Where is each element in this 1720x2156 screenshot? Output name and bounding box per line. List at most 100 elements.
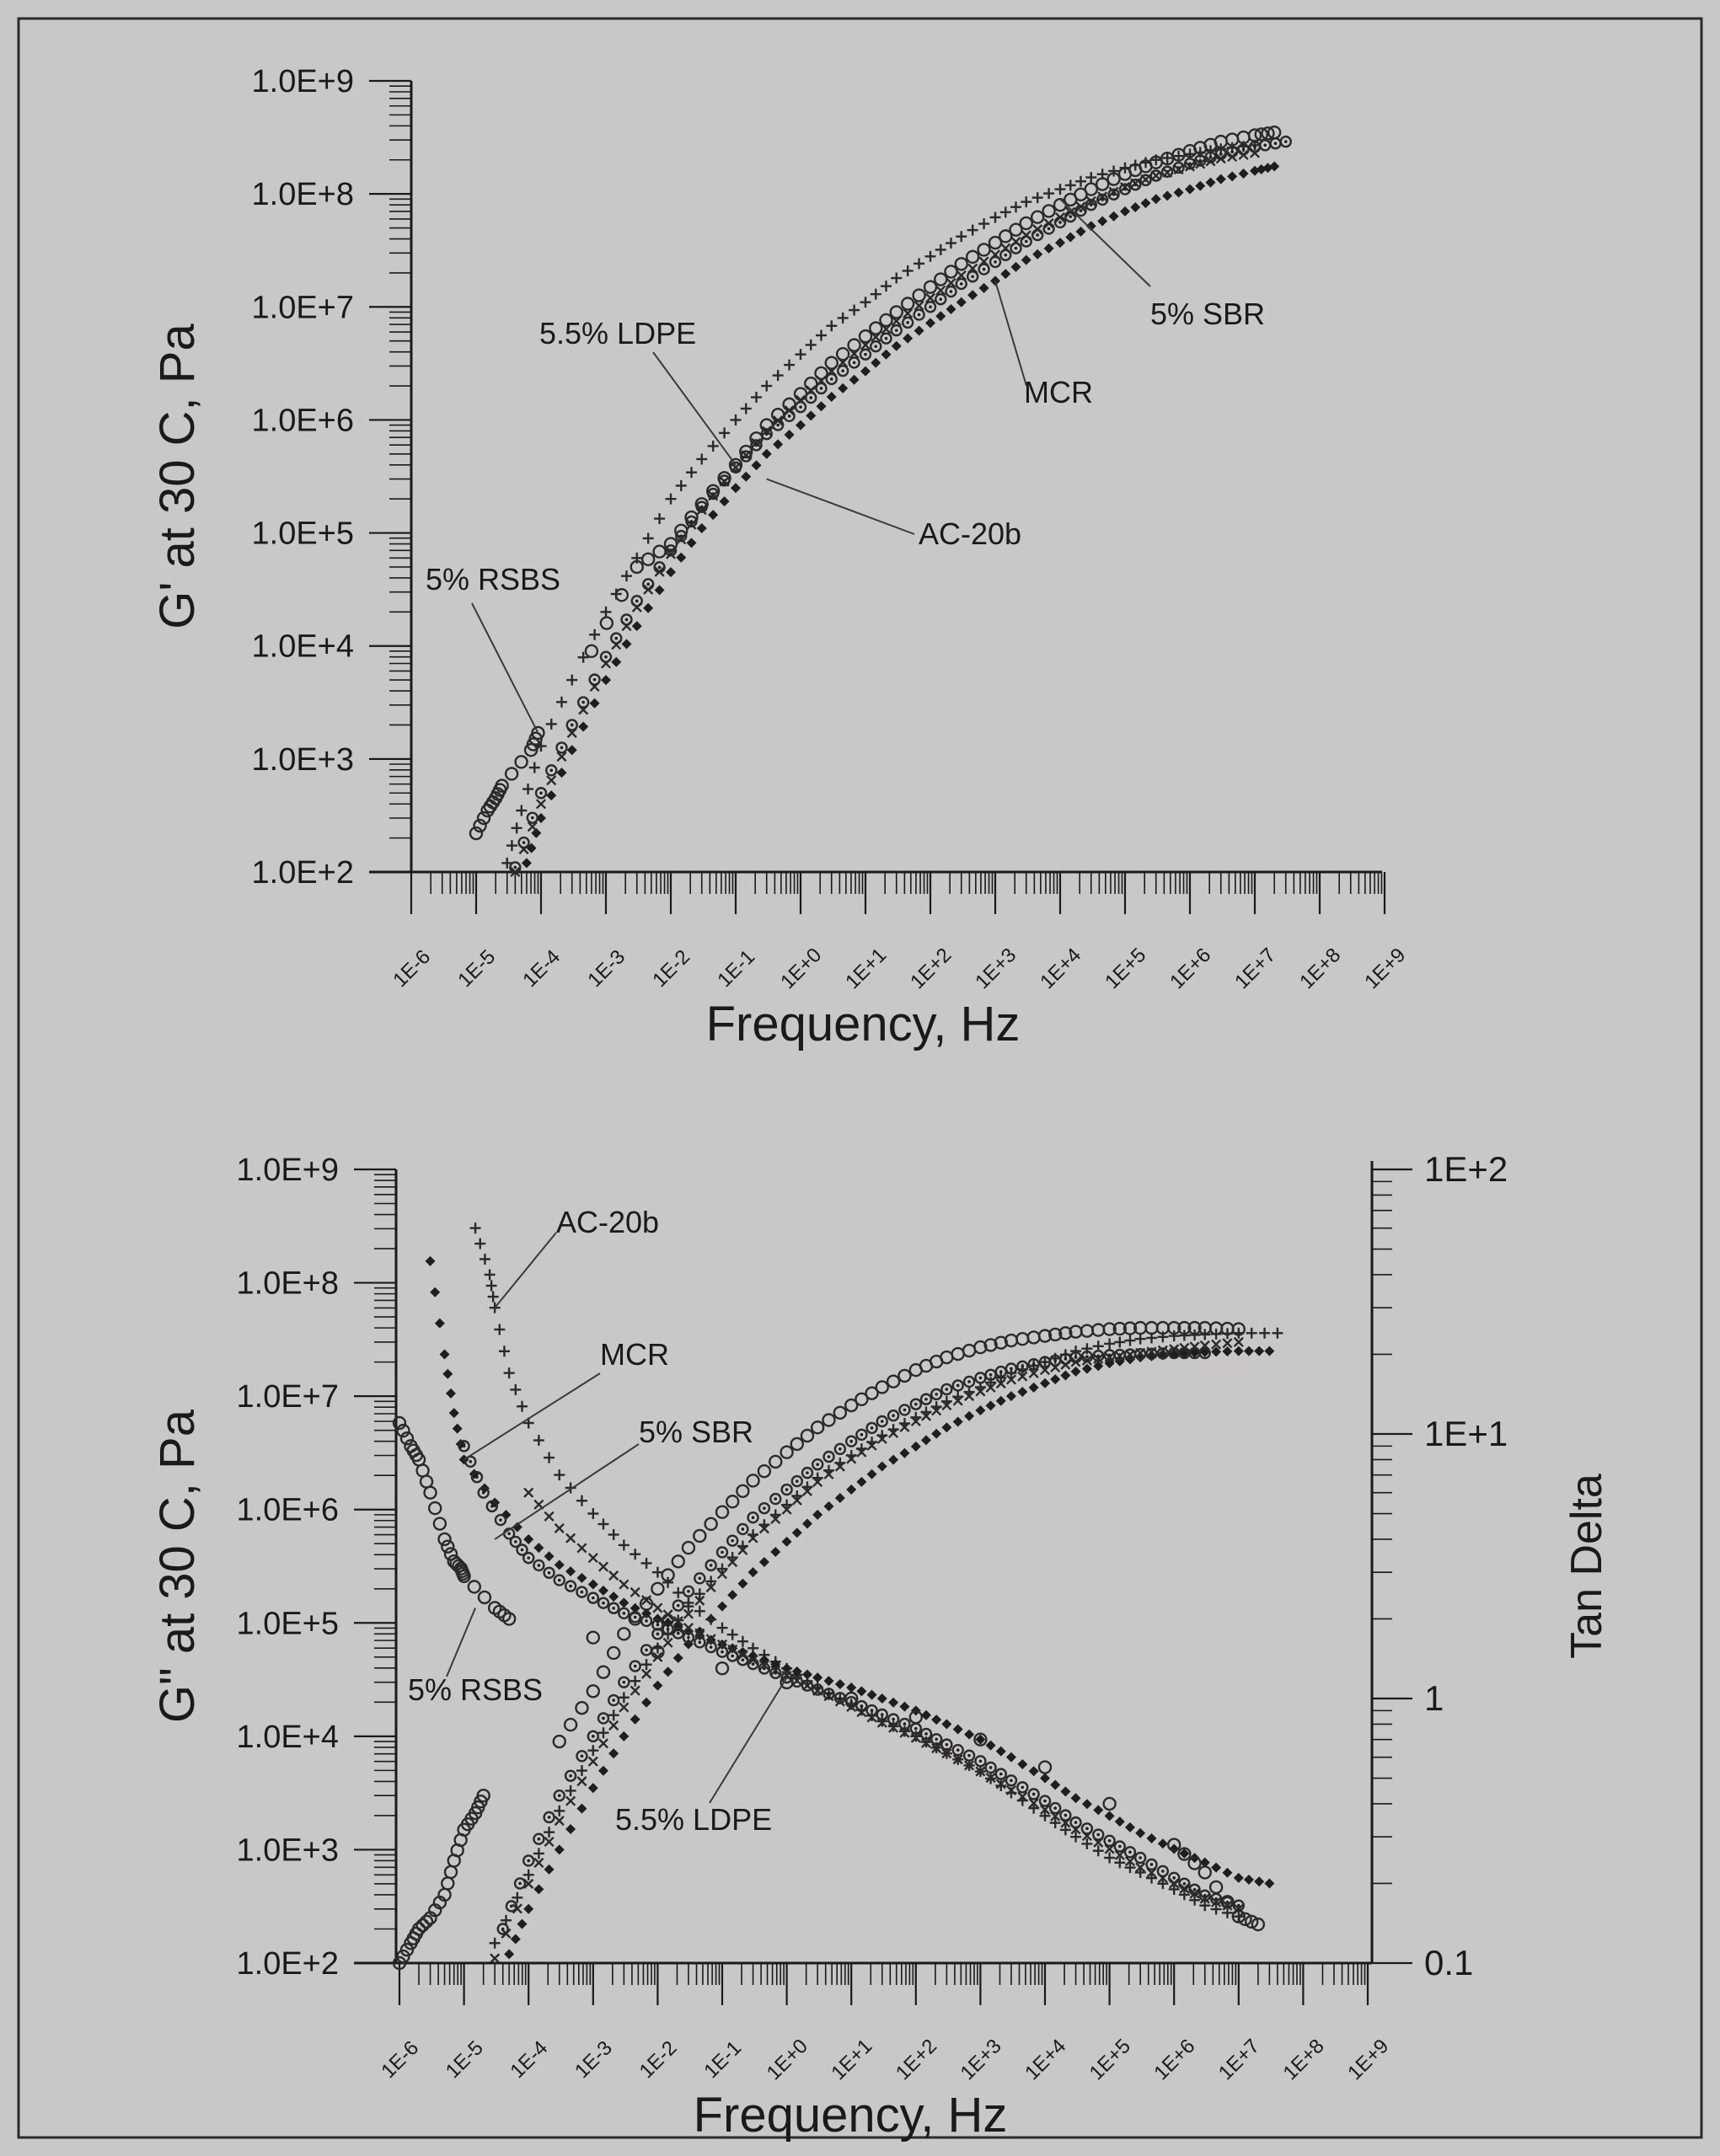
panel1-point-mcr: [1055, 238, 1065, 249]
panel1-point-5-rsbs: [1030, 210, 1045, 224]
panel1-point-5-sbr: [1279, 135, 1292, 148]
panel2-tan-point-5-sbr: [682, 1631, 695, 1644]
panel2-gpp-point-5-5-ldpe: [770, 1513, 781, 1525]
panel2-gpp-point-5-sbr: [505, 1900, 518, 1913]
panel2-gpp-point-mcr: [952, 1416, 963, 1427]
panel2-tan-point-5-sbr: [1113, 1840, 1126, 1853]
panel2-gpp-point-5-5-ldpe: [490, 1953, 501, 1964]
panel2-tan-point-ac-20b: [494, 1324, 506, 1335]
panel2-gpp-point-5-5-ldpe: [876, 1433, 887, 1444]
panel1-point-5-rsbs: [1261, 126, 1275, 141]
panel2-gpp-point-mcr: [662, 1666, 673, 1677]
panel1-point-5-rsbs: [739, 444, 753, 459]
panel2-tan-point-5-sbr: [1016, 1781, 1029, 1794]
panel1-point-5-5-ldpe: [751, 437, 762, 448]
panel2-gpp-point-5-rsbs: [736, 1484, 750, 1499]
panel2-gpp-point-ac-20b: [1272, 1327, 1283, 1339]
panel2-tan-point-ac-20b: [479, 1254, 490, 1265]
panel2-tan-point-mcr: [544, 1551, 555, 1562]
panel2-tan-point-5-sbr: [758, 1662, 771, 1675]
panel1-point-mcr: [546, 790, 557, 801]
panel2-gpp-point-5-sbr: [940, 1383, 953, 1396]
panel1-point-5-rsbs: [495, 778, 509, 793]
panel2-tan-point-mcr: [501, 1510, 512, 1521]
panel2-tan-point-mcr: [1211, 1862, 1222, 1873]
panel2-y2-axis-title: Tan Delta: [1562, 1474, 1611, 1659]
panel2-gpp-point-ac-20b: [533, 1848, 544, 1859]
panel2-gpp-point-5-rsbs: [651, 1581, 665, 1596]
panel2-tan-point-5-rsbs: [1251, 1917, 1266, 1932]
panel2-tan-point-mcr: [1124, 1822, 1135, 1832]
panel2-tan-point-ac-20b: [726, 1629, 738, 1640]
panel1-point-5-5-ldpe: [1130, 178, 1141, 189]
panel2-tan-point-mcr: [597, 1585, 608, 1596]
panel2-gpp-point-5-rsbs: [822, 1413, 836, 1427]
panel1-point-5-rsbs: [759, 418, 774, 432]
panel2-tan-point-ac-20b: [683, 1597, 694, 1608]
panel1-point-mcr: [731, 483, 741, 494]
panel1-point-ac-20b: [914, 258, 925, 270]
panel1-point-ac-20b: [1074, 175, 1086, 187]
panel2-gpp-point-5-sbr: [801, 1466, 814, 1479]
panel1-point-5-rsbs: [900, 297, 915, 311]
panel1-point-5-sbr: [1085, 198, 1097, 211]
panel1-point-5-5-ldpe: [1184, 161, 1196, 172]
panel2-gpp-point-5-sbr: [747, 1511, 759, 1524]
panel2-tan-point-5-sbr: [1198, 1889, 1211, 1902]
panel2-gpp-point-ac-20b: [512, 1891, 523, 1903]
panel2-tan-point-5-sbr: [887, 1713, 900, 1725]
panel2-tan-point-5-5-ldpe: [910, 1732, 921, 1743]
panel2-annotation-label: 5.5% LDPE: [615, 1802, 772, 1837]
panel2-tan-point-mcr: [1199, 1857, 1210, 1868]
panel1-point-5-5-ldpe: [1162, 167, 1173, 178]
panel2-tan-point-5-5-ldpe: [662, 1609, 673, 1620]
panel2-tan-point-5-sbr: [940, 1738, 953, 1751]
panel2-tan-point-mcr: [1157, 1838, 1168, 1849]
panel1-point-ac-20b: [849, 304, 860, 316]
panel1-point-5-sbr: [836, 364, 849, 377]
panel1-point-5-rsbs: [1009, 222, 1023, 237]
panel2-gpp-point-5-rsbs: [1166, 1320, 1181, 1335]
panel2-tan-point-ac-20b: [484, 1269, 496, 1281]
panel1-point-5-rsbs: [1106, 172, 1121, 186]
panel2-tan-point-mcr: [425, 1255, 436, 1266]
panel2-tan-point-mcr: [1040, 1773, 1050, 1784]
panel2-gpp-point-5-5-ldpe: [523, 1878, 534, 1889]
panel1-point-mcr: [601, 675, 611, 686]
panel2-tan-point-5-rsbs: [586, 1630, 600, 1645]
panel2-gpp-point-ac-20b: [1259, 1327, 1271, 1339]
panel1-point-5-5-ldpe: [535, 799, 547, 810]
panel2-tan-point-5-sbr: [1027, 1788, 1040, 1800]
panel2-annotation-leader: [494, 1443, 640, 1540]
panel1-point-mcr: [654, 585, 665, 596]
panel1-point-ac-20b: [620, 570, 632, 582]
panel1-point-mcr: [838, 383, 849, 393]
panel2-gpp-point-5-5-ldpe: [899, 1421, 910, 1432]
panel1-point-mcr: [1000, 269, 1011, 280]
panel2-gpp-point-5-rsbs: [1112, 1321, 1127, 1336]
panel2-gpp-point-mcr: [1222, 1345, 1233, 1356]
panel1-point-mcr: [643, 602, 654, 613]
panel2-tan-point-5-5-ldpe: [1157, 1873, 1168, 1884]
panel1-point-ac-20b: [837, 312, 849, 324]
panel2-tan-point-mcr: [512, 1522, 522, 1533]
panel2-gpp-point-5-5-ldpe: [747, 1533, 758, 1543]
panel2-tan-point-mcr: [1222, 1867, 1233, 1878]
panel2-gpp-point-5-sbr: [607, 1693, 620, 1707]
panel1-point-ac-20b: [740, 403, 752, 415]
panel1-point-mcr: [935, 311, 946, 322]
panel2-tan-point-mcr: [801, 1669, 812, 1680]
panel2-tan-point-5-5-ldpe: [758, 1660, 769, 1671]
panel2-gpp-point-5-5-ldpe: [1017, 1371, 1028, 1382]
panel2-tan-point-5-sbr: [576, 1586, 588, 1598]
panel1-point-5-rsbs: [999, 229, 1013, 243]
panel2-gpp-point-ac-20b: [1246, 1327, 1257, 1339]
panel1-point-5-sbr: [966, 270, 979, 283]
panel1-point-ac-20b: [795, 349, 806, 361]
panel2-tan-point-mcr: [587, 1579, 598, 1590]
panel2-tan-series-5-5-ldpe: [523, 1487, 1244, 1914]
panel2-gpp-point-5-rsbs: [769, 1454, 783, 1469]
panel2-y-tick-label: 1.0E+5: [237, 1606, 340, 1641]
panel2-tan-point-mcr: [995, 1746, 1006, 1757]
panel1-point-5-rsbs: [1084, 182, 1098, 196]
